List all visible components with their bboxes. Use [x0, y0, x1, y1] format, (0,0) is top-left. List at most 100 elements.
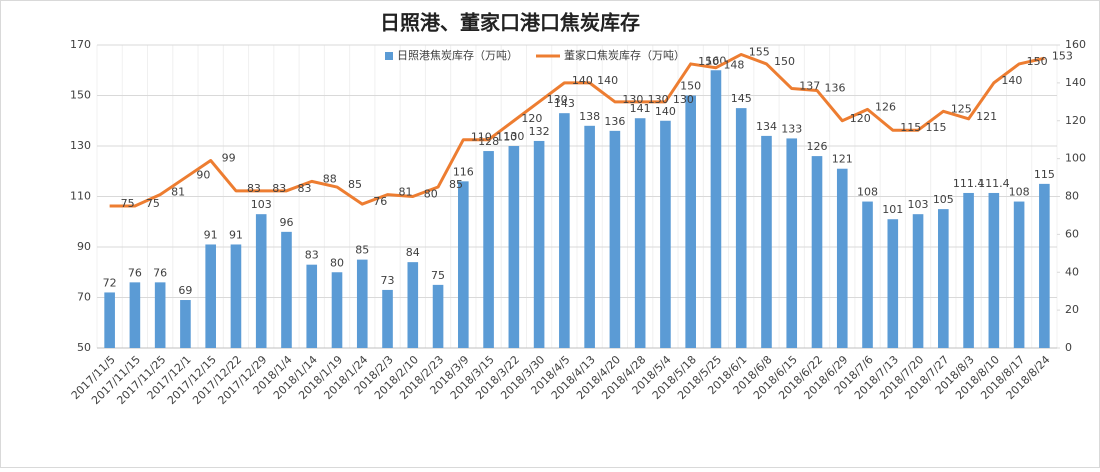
line-value-label: 130: [547, 93, 568, 106]
bar: [483, 151, 494, 348]
bar: [634, 118, 646, 348]
bar: [407, 262, 419, 348]
chart-title: 日照港、董家口港口焦炭库存: [380, 11, 640, 35]
line-value-label: 115: [926, 121, 947, 134]
y2-tick-label: 60: [1065, 227, 1079, 240]
line-value-label: 150: [774, 55, 795, 68]
line-value-label: 130: [648, 93, 669, 106]
y-tick-label: 170: [70, 38, 91, 51]
line-value-label: 83: [247, 182, 261, 195]
bar-value-label: 101: [882, 203, 903, 216]
y2-tick-label: 20: [1065, 303, 1079, 316]
bar-value-label: 134: [756, 120, 777, 133]
y-tick-label: 90: [77, 240, 91, 253]
bar: [205, 244, 216, 348]
bar: [533, 140, 545, 348]
bar-value-label: 115: [1034, 168, 1055, 181]
line-value-label: 137: [799, 80, 820, 93]
bar: [281, 231, 292, 348]
line-value-label: 83: [297, 182, 311, 195]
y2-tick-label: 140: [1065, 76, 1086, 89]
bar: [154, 282, 166, 348]
bar-value-label: 105: [933, 193, 954, 206]
bar-value-label: 76: [153, 266, 167, 279]
bar: [786, 138, 798, 348]
line-value-label: 90: [196, 169, 210, 182]
bar: [887, 219, 899, 348]
bar: [735, 108, 747, 348]
bar-value-label: 69: [178, 284, 192, 297]
y2-tick-label: 40: [1065, 265, 1079, 278]
bar: [508, 146, 520, 348]
line-value-label: 110: [471, 131, 492, 144]
line-value-label: 83: [272, 182, 286, 195]
bar-value-label: 138: [579, 110, 600, 123]
line-value-label: 99: [222, 152, 236, 165]
bar-value-label: 91: [229, 228, 243, 241]
bar-value-label: 75: [431, 269, 445, 282]
bar: [938, 209, 949, 348]
bar: [609, 130, 621, 348]
bar: [1039, 183, 1050, 348]
bar: [559, 113, 570, 348]
bar: [988, 192, 1000, 348]
y2-tick-label: 80: [1065, 190, 1079, 203]
line-value-label: 136: [825, 81, 846, 94]
line-value-label: 126: [875, 100, 896, 113]
line-value-label: 81: [399, 186, 413, 199]
bar-value-label: 145: [731, 92, 752, 105]
bar-value-label: 80: [330, 256, 344, 269]
bar: [963, 192, 974, 348]
bar-value-label: 136: [604, 115, 625, 128]
bar: [180, 300, 191, 348]
line-value-label: 88: [323, 172, 337, 185]
line-value-label: 140: [597, 74, 618, 87]
line-value-label: 150: [1027, 55, 1048, 68]
bar: [1013, 201, 1025, 348]
y-tick-label: 50: [77, 341, 91, 354]
bar: [230, 244, 242, 348]
bar: [458, 181, 469, 348]
y2-tick-label: 100: [1065, 152, 1086, 165]
bar: [912, 214, 924, 348]
line-value-label: 80: [424, 188, 438, 201]
bar-value-label: 73: [381, 274, 395, 287]
line-value-label: 110: [496, 131, 517, 144]
legend-label: 日照港焦炭库存（万吨）: [397, 48, 518, 62]
line-value-label: 75: [146, 197, 160, 210]
bar: [584, 125, 595, 348]
bar-value-label: 141: [630, 102, 651, 115]
line-value-label: 125: [951, 102, 972, 115]
bar-value-label: 83: [305, 249, 319, 262]
bar-value-label: 103: [251, 198, 272, 211]
bar-value-label: 111.4: [978, 177, 1010, 190]
bar: [356, 259, 368, 348]
bar-value-label: 132: [529, 125, 550, 138]
line-value-label: 148: [723, 59, 744, 72]
bar: [331, 272, 343, 348]
line-value-label: 81: [171, 186, 185, 199]
bar-value-label: 133: [781, 122, 802, 135]
bar-value-label: 103: [908, 198, 929, 211]
y-tick-label: 70: [77, 291, 91, 304]
bar: [761, 135, 772, 348]
line-value-label: 140: [1001, 74, 1022, 87]
line-value-label: 75: [121, 197, 135, 210]
line-value-label: 120: [850, 112, 871, 125]
bar: [862, 201, 873, 348]
bar: [836, 168, 848, 348]
bar-value-label: 72: [103, 276, 117, 289]
line-value-label: 150: [698, 55, 719, 68]
line-value-label: 140: [572, 74, 593, 87]
legend-swatch: [385, 52, 393, 60]
bar-value-label: 96: [279, 216, 293, 229]
line-value-label: 155: [749, 45, 770, 58]
bar-value-label: 84: [406, 246, 420, 259]
line-value-label: 121: [976, 110, 997, 123]
bar-value-label: 76: [128, 266, 142, 279]
bar-value-label: 140: [655, 105, 676, 118]
y-tick-label: 110: [70, 190, 91, 203]
line-value-label: 120: [521, 112, 542, 125]
bar-value-label: 130: [503, 130, 524, 143]
